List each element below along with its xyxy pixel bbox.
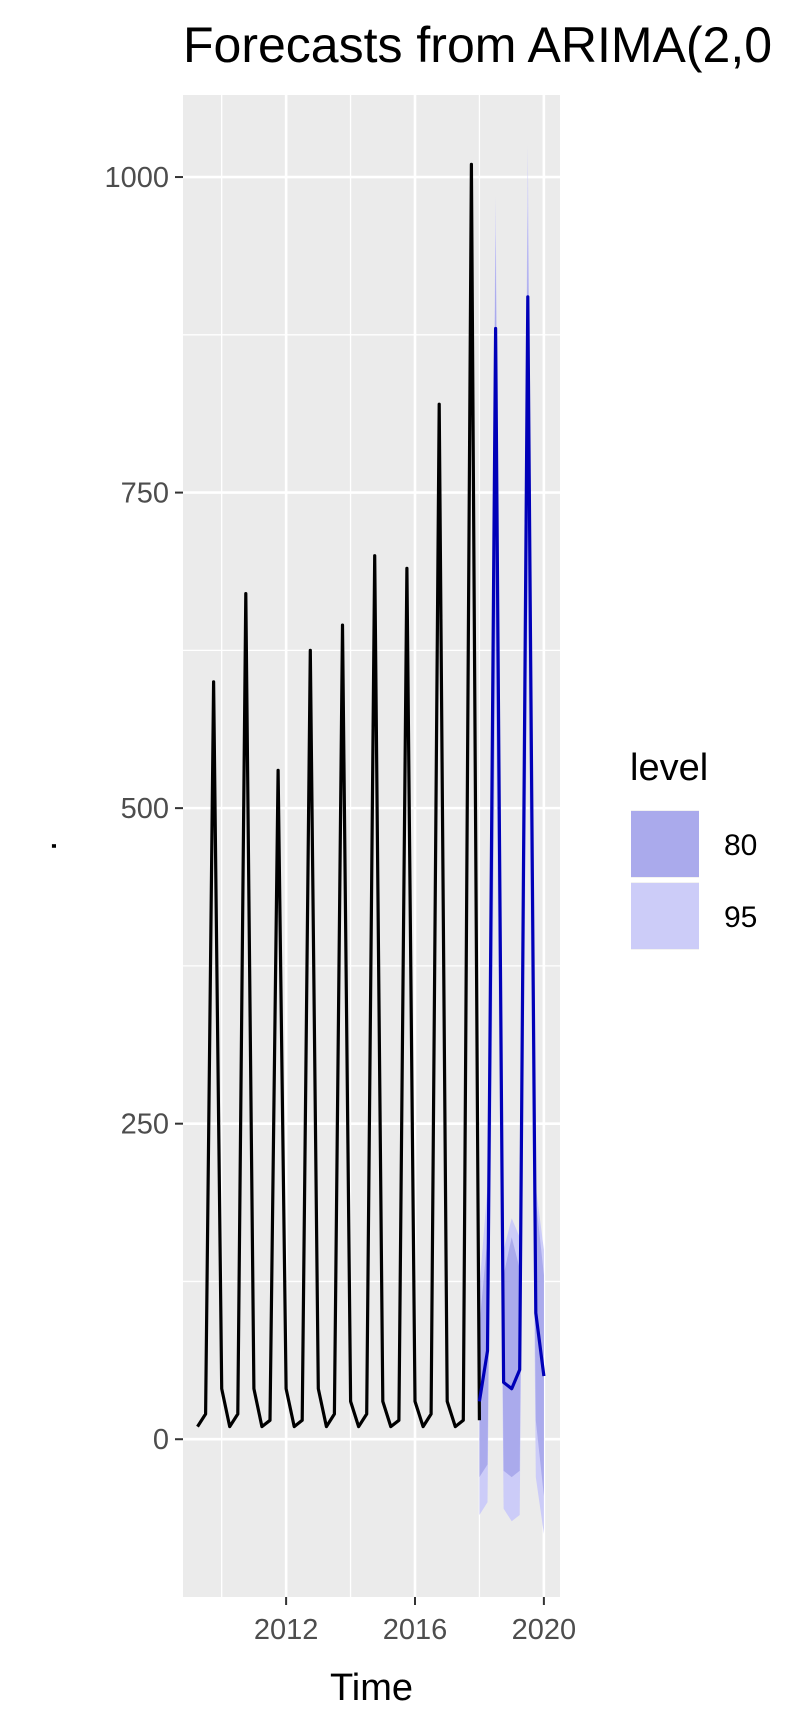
y-tick-label: 750 [121,478,169,510]
series-forecast-line [477,295,546,1402]
x-tick-label: 2012 [254,1614,319,1646]
y-tick-label: 1000 [104,162,169,194]
y-axis-title: . [23,841,65,852]
legend-swatch-80 [631,811,699,877]
legend-label: 95 [724,901,757,934]
legend-title: level [630,747,708,789]
x-tick-label: 2016 [383,1614,448,1646]
legend-swatch-95 [631,883,699,949]
legend-label: 80 [724,829,757,862]
x-tick-label: 2020 [512,1614,577,1646]
series-observed-line [196,162,481,1429]
chart-title: Forecasts from ARIMA(2,0 [183,17,772,73]
x-axis-title: Time [330,1667,413,1709]
y-tick-label: 250 [121,1109,169,1141]
y-tick-label: 0 [153,1424,169,1456]
y-tick-label: 500 [121,793,169,825]
